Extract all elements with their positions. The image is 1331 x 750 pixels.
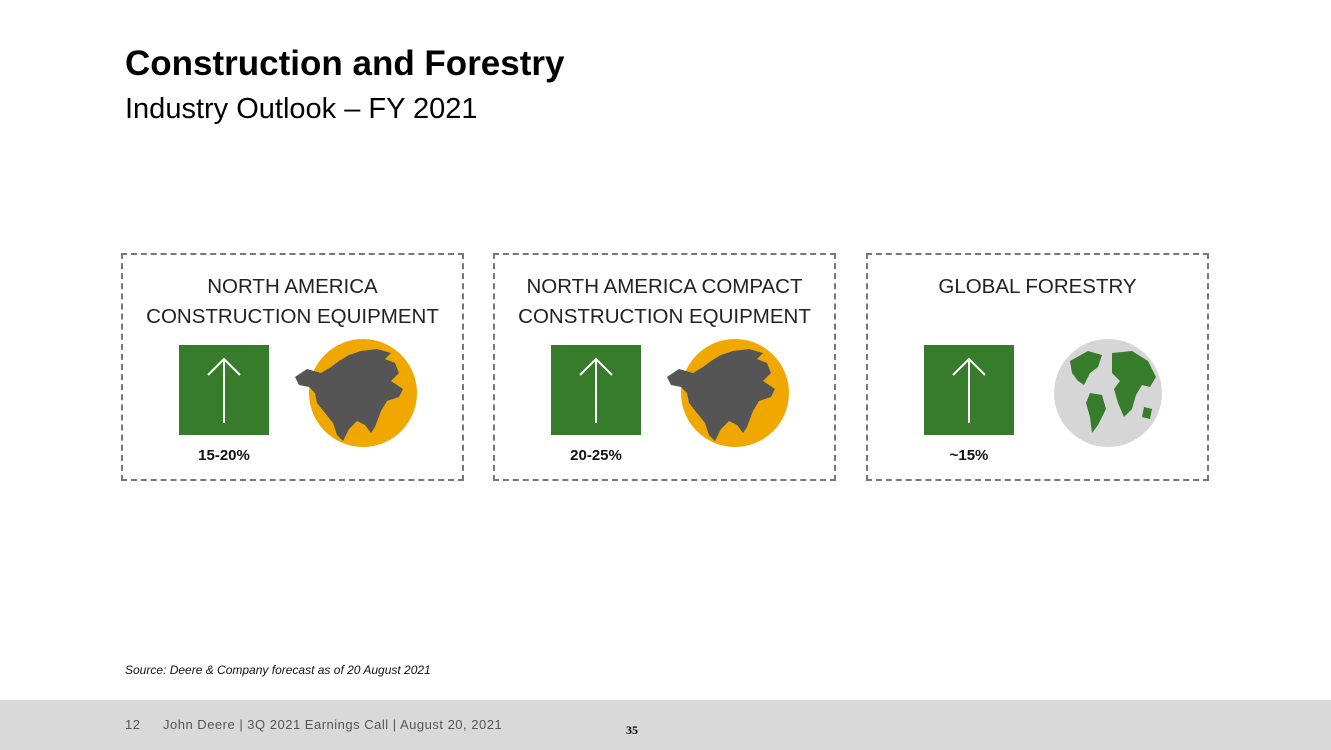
slide-number: 35 xyxy=(626,723,638,737)
source-note: Source: Deere & Company forecast as of 2… xyxy=(125,663,431,677)
title: Construction and Forestry xyxy=(125,44,565,83)
north-america-icon xyxy=(667,339,789,447)
increase-indicator xyxy=(924,345,1014,435)
card-title-line: GLOBAL FORESTRY xyxy=(938,275,1137,298)
up-arrow xyxy=(952,357,986,423)
up-arrow xyxy=(207,357,241,423)
globe-icon xyxy=(1054,339,1162,447)
outlook-card: NORTH AMERICA CONSTRUCTION EQUIPMENT 15-20… xyxy=(121,253,464,481)
region-icon xyxy=(1032,337,1162,449)
card-title: GLOBAL FORESTRY xyxy=(868,272,1207,302)
card-title: NORTH AMERICA COMPACT CONSTRUCTION EQUIPM… xyxy=(495,272,834,332)
region-icon xyxy=(659,337,789,449)
card-title-line: NORTH AMERICA xyxy=(207,275,378,298)
card-title: NORTH AMERICA CONSTRUCTION EQUIPMENT xyxy=(123,272,462,332)
north-america-icon xyxy=(295,339,417,447)
region-icon xyxy=(287,337,417,449)
footer: 12 John Deere | 3Q 2021 Earnings Call | … xyxy=(0,700,1331,750)
footer-text: John Deere | 3Q 2021 Earnings Call | Aug… xyxy=(163,717,503,732)
outlook-value: 20-25% xyxy=(570,447,622,464)
outlook-card: GLOBAL FORESTRY ~15% xyxy=(866,253,1209,481)
increase-indicator xyxy=(551,345,641,435)
increase-indicator xyxy=(179,345,269,435)
page-number: 12 xyxy=(125,717,141,732)
up-arrow xyxy=(579,357,613,423)
outlook-value: ~15% xyxy=(949,447,989,464)
card-title-line: NORTH AMERICA COMPACT xyxy=(526,275,803,298)
subtitle: Industry Outlook – FY 2021 xyxy=(125,93,478,125)
outlook-card: NORTH AMERICA COMPACT CONSTRUCTION EQUIPM… xyxy=(493,253,836,481)
outlook-value: 15-20% xyxy=(198,447,250,464)
card-title-line: CONSTRUCTION EQUIPMENT xyxy=(146,305,439,328)
card-title-line: CONSTRUCTION EQUIPMENT xyxy=(518,305,811,328)
